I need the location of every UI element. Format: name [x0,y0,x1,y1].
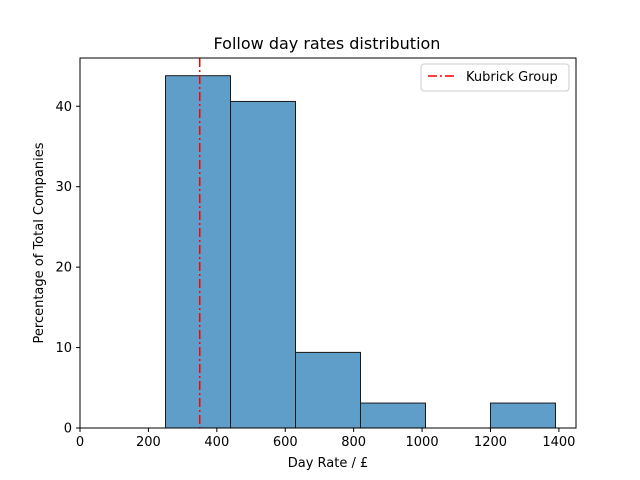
legend-label-kubrick-group: Kubrick Group [466,70,558,85]
x-tick-label-800: 800 [341,435,366,450]
x-tick-label-1200: 1200 [474,435,507,450]
x-tick-label-1000: 1000 [406,435,439,450]
bars-layer [165,75,556,429]
chart-title: Follow day rates distribution [214,34,441,53]
histogram-bar-5 [489,402,556,429]
y-tick-label-0: 0 [64,422,72,437]
x-tick-label-600: 600 [273,435,298,450]
x-tick-label-0: 0 [76,435,84,450]
y-axis-label: Percentage of Total Companies [32,142,47,343]
histogram-bar-1 [230,100,297,429]
y-tick-label-30: 30 [55,180,72,195]
y-axis-ticks: 0 10 20 30 40 [55,100,80,437]
y-tick-label-40: 40 [55,100,72,115]
histogram-bar-3 [359,402,426,429]
x-tick-label-400: 400 [204,435,229,450]
y-tick-label-20: 20 [55,261,72,276]
x-tick-label-200: 200 [136,435,161,450]
y-tick-label-10: 10 [55,341,72,356]
histogram-bar-0 [165,75,232,429]
histogram-bar-2 [295,351,361,429]
plot-frame [79,57,577,429]
x-tick-label-1400: 1400 [542,435,575,450]
x-axis-ticks: 0 200 400 600 800 1000 1200 1400 [76,428,575,450]
x-axis-label: Day Rate / £ [288,456,369,471]
legend-box [420,63,570,92]
legend: Kubrick Group [420,63,570,92]
